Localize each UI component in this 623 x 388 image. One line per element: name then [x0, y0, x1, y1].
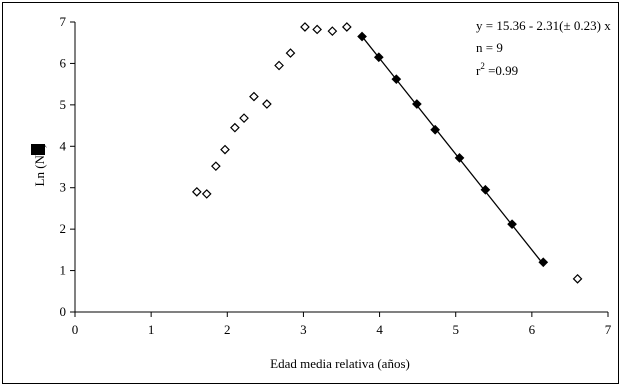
y-tick-label: 5 [60, 97, 67, 112]
r-squared-base: r [476, 63, 481, 78]
x-tick-label: 2 [224, 322, 231, 337]
x-axis-title: Edad media relativa (años) [270, 356, 410, 371]
open-diamond-point [341, 22, 352, 32]
r-squared-exponent: 2 [480, 61, 485, 71]
y-axis-legend-swatch [31, 144, 45, 155]
filled-diamond-point [507, 219, 517, 230]
data-points [191, 22, 583, 284]
y-tick-label: 2 [60, 221, 67, 236]
filled-diamond-point [412, 99, 422, 109]
open-diamond-point [300, 22, 310, 32]
filled-diamond-point [454, 153, 465, 163]
open-diamond-point [262, 99, 272, 109]
filled-diamond-point [391, 74, 402, 85]
open-diamond-point [274, 60, 284, 71]
equation-label: y = 15.36 - 2.31(± 0.23) x [476, 18, 611, 33]
x-tick-label: 7 [605, 322, 612, 337]
open-diamond-point [201, 189, 212, 199]
filled-diamond-point [373, 52, 384, 63]
n-label: n = 9 [476, 40, 503, 55]
filled-diamond-point [480, 184, 491, 195]
y-tick-label: 0 [60, 304, 67, 319]
open-diamond-point [285, 48, 296, 58]
y-tick-label: 3 [60, 180, 67, 195]
open-diamond-point [230, 122, 240, 133]
open-diamond-point [191, 187, 202, 197]
filled-diamond-point [357, 31, 367, 42]
x-tick-label: 0 [72, 322, 79, 337]
x-tick-label: 1 [148, 322, 155, 337]
open-diamond-point [249, 91, 259, 102]
open-diamond-point [327, 26, 338, 36]
r-squared-value: =0.99 [485, 63, 518, 78]
axes: 0 1 2 3 4 5 6 7 0 1 2 3 4 5 6 7 [60, 14, 612, 337]
x-tick-label: 6 [529, 322, 536, 337]
annotation-box: y = 15.36 - 2.31(± 0.23) x n = 9 r2 =0.9… [476, 18, 611, 78]
open-diamond-point [239, 113, 249, 123]
open-diamond-point [211, 161, 221, 172]
filled-diamond-point [538, 257, 549, 268]
y-tick-label: 1 [60, 263, 67, 278]
plot-background [75, 22, 608, 312]
filled-diamond-point [430, 124, 441, 135]
y-tick-label: 6 [60, 55, 67, 70]
open-diamond-point [572, 274, 583, 284]
x-tick-label: 5 [452, 322, 459, 337]
x-tick-label: 4 [376, 322, 383, 337]
y-tick-label: 4 [60, 138, 67, 153]
open-diamond-point [312, 24, 322, 35]
open-diamond-point [220, 144, 230, 155]
x-tick-label: 3 [300, 322, 307, 337]
r-squared-label: r2 =0.99 [476, 61, 518, 78]
plot-area [75, 22, 608, 312]
y-tick-label: 7 [60, 14, 67, 29]
